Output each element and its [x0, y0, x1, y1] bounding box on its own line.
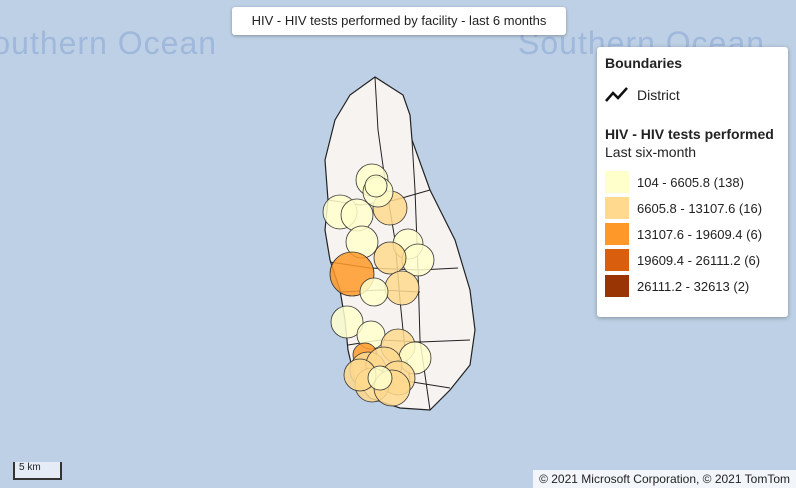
- facility-markers: [322, 163, 435, 407]
- legend-swatch: [605, 223, 629, 245]
- ocean-label: Southern Ocean: [0, 25, 217, 61]
- legend-subtitle: Last six-month: [605, 144, 697, 160]
- district-icon: [605, 87, 628, 102]
- legend: Boundaries District HIV - HIV tests perf…: [597, 47, 788, 317]
- legend-heading: HIV - HIV tests performed: [605, 126, 774, 142]
- legend-class-label: 26111.2 - 32613 (2): [637, 279, 750, 294]
- facility-marker[interactable]: [359, 277, 389, 307]
- facility-marker[interactable]: [373, 241, 407, 275]
- legend-heading: Boundaries: [605, 55, 683, 71]
- legend-class-label: 104 - 6605.8 (138): [637, 175, 744, 190]
- attribution: © 2021 Microsoft Corporation, © 2021 Tom…: [533, 470, 796, 488]
- facility-marker[interactable]: [330, 305, 364, 339]
- facility-marker[interactable]: [384, 270, 420, 306]
- legend-item: District: [637, 87, 680, 103]
- legend-class-label: 6605.8 - 13107.6 (16): [637, 201, 763, 216]
- facility-marker[interactable]: [364, 174, 388, 198]
- legend-class-label: 19609.4 - 26111.2 (6): [637, 253, 761, 268]
- legend-swatch: [605, 197, 629, 219]
- legend-swatch: [605, 275, 629, 297]
- scale-bar: 5 km: [13, 462, 62, 480]
- facility-marker[interactable]: [367, 365, 393, 391]
- legend-class-label: 13107.6 - 19609.4 (6): [637, 227, 763, 242]
- map-title: HIV - HIV tests performed by facility - …: [232, 7, 566, 35]
- facility-marker[interactable]: [401, 243, 435, 277]
- legend-swatch: [605, 249, 629, 271]
- legend-swatch: [605, 171, 629, 193]
